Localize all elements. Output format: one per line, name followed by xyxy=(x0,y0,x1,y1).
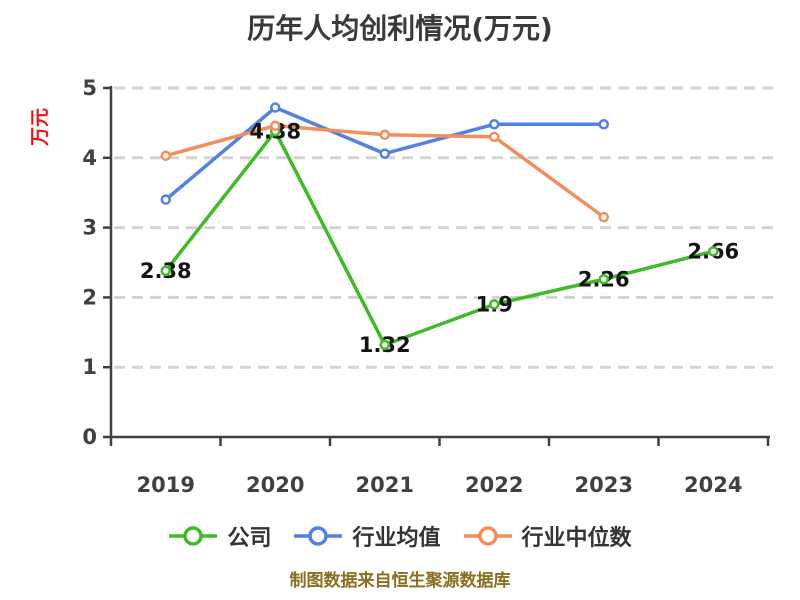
y-axis-labels: 0 1 2 3 4 5 xyxy=(82,76,97,449)
data-point-marker xyxy=(160,194,171,205)
x-tick-label: 2019 xyxy=(137,473,195,497)
data-point-marker xyxy=(160,150,171,161)
data-point-marker xyxy=(489,131,500,143)
x-axis-labels: 2019 2020 2021 2022 2023 2024 xyxy=(137,473,743,497)
data-point-marker xyxy=(379,339,390,351)
data-point-marker xyxy=(598,274,609,285)
series-markers-industry-median xyxy=(160,120,609,223)
axes xyxy=(103,86,770,446)
x-tick-label: 2024 xyxy=(684,473,742,497)
legend-marker-icon xyxy=(463,526,512,546)
data-point-marker xyxy=(489,119,500,130)
data-point-marker xyxy=(270,102,281,113)
data-point-marker xyxy=(379,129,390,141)
data-source-note: 制图数据来自恒生聚源数据库 xyxy=(289,571,511,591)
data-point-marker xyxy=(598,211,609,223)
y-tick-label: 3 xyxy=(82,216,97,240)
legend-item-industry-average: 行业均值 xyxy=(293,520,441,552)
data-point-marker xyxy=(489,299,500,310)
legend-marker-icon xyxy=(294,526,343,546)
y-axis-unit-label: 万元 xyxy=(29,108,51,147)
legend-item-industry-median: 行业中位数 xyxy=(463,520,632,552)
y-tick-label: 5 xyxy=(82,76,97,100)
series-markers-company xyxy=(160,126,719,351)
data-point-marker xyxy=(598,119,609,130)
y-tick-label: 0 xyxy=(82,425,97,449)
data-point-marker xyxy=(270,120,281,131)
legend-label: 行业均值 xyxy=(352,526,441,551)
series-markers-industry-average xyxy=(160,102,609,205)
chart-title: 历年人均创利情况(万元) xyxy=(247,12,553,45)
legend-marker-icon xyxy=(169,526,218,546)
x-tick-label: 2020 xyxy=(246,473,304,497)
data-point-marker xyxy=(379,148,390,159)
x-tick-label: 2021 xyxy=(356,473,414,497)
gridlines xyxy=(114,86,778,369)
y-tick-label: 2 xyxy=(82,285,97,309)
data-point-marker xyxy=(708,246,719,257)
legend-label: 公司 xyxy=(227,526,272,551)
y-tick-label: 4 xyxy=(82,146,97,170)
data-point-marker xyxy=(160,265,171,277)
chart-legend: 公司 行业均值 行业中位数 xyxy=(0,520,800,552)
x-tick-label: 2022 xyxy=(465,473,523,497)
y-tick-label: 1 xyxy=(82,355,97,379)
data-labels: 2.384.381.321.92.262.66 xyxy=(140,119,739,357)
legend-label: 行业中位数 xyxy=(521,526,632,551)
series-line-company xyxy=(164,129,715,347)
legend-item-company: 公司 xyxy=(168,520,271,552)
x-tick-label: 2023 xyxy=(575,473,633,497)
